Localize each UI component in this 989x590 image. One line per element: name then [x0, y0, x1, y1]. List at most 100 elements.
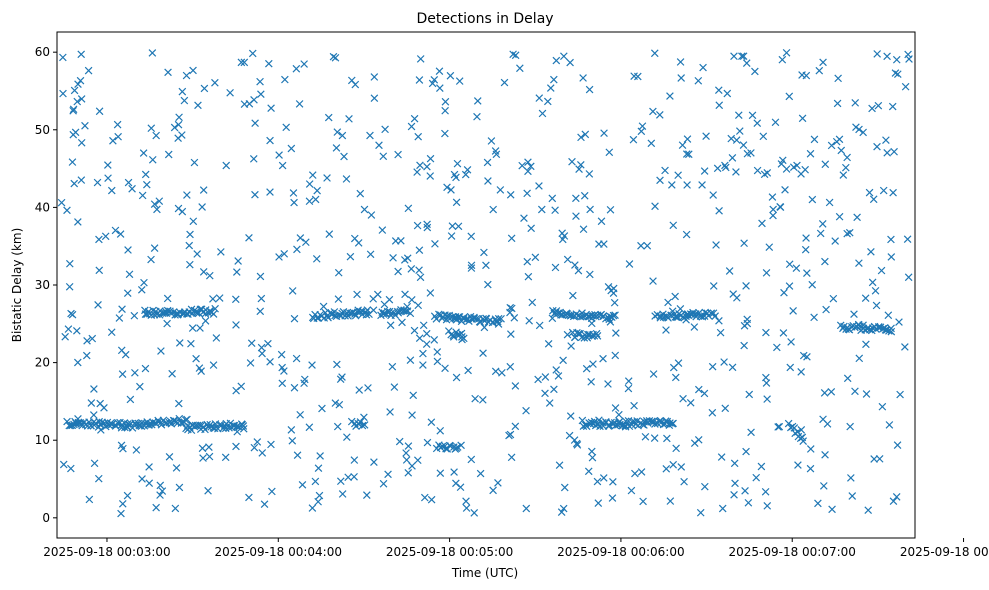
detection-point	[198, 203, 206, 211]
detection-point	[492, 150, 501, 159]
detection-point	[484, 280, 492, 289]
detection-point	[59, 460, 68, 469]
detection-point	[664, 298, 672, 307]
detection-point	[507, 453, 516, 462]
detection-point	[753, 166, 762, 175]
detection-point	[721, 161, 729, 170]
detection-point	[852, 123, 860, 132]
detection-point	[292, 354, 301, 363]
detection-point	[579, 225, 588, 234]
detection-point	[347, 76, 356, 85]
detection-point	[821, 450, 829, 459]
detection-point	[600, 129, 608, 137]
detection-point	[566, 58, 574, 67]
detection-point	[72, 327, 81, 335]
detection-point	[888, 102, 897, 111]
detection-point	[883, 148, 892, 157]
detection-point	[404, 468, 413, 477]
detection-point	[414, 301, 423, 310]
detection-point	[333, 360, 341, 369]
detection-point	[157, 347, 165, 355]
detection-point	[483, 158, 492, 167]
detection-point	[464, 366, 472, 375]
detection-point	[94, 301, 102, 309]
detection-point	[164, 68, 172, 77]
detection-point	[671, 292, 679, 301]
detection-point	[895, 318, 903, 326]
detection-point	[730, 490, 738, 499]
detection-point	[882, 136, 890, 144]
detection-point	[505, 431, 513, 440]
detection-point	[563, 330, 572, 339]
detection-point	[666, 497, 675, 505]
detection-point	[825, 198, 834, 207]
detection-point	[527, 224, 535, 233]
detection-point	[441, 129, 449, 138]
detection-point	[893, 70, 902, 78]
detection-point	[350, 472, 358, 481]
detection-point	[305, 180, 314, 188]
detection-point	[157, 421, 166, 429]
detection-point	[835, 212, 844, 221]
detection-point	[293, 245, 301, 254]
detection-point	[175, 339, 184, 347]
detection-point	[150, 244, 159, 252]
x-axis: 2025-09-18 00:03:00 2025-09-18 00:04:00 20…	[43, 538, 989, 559]
detection-point	[431, 240, 439, 248]
detection-point	[727, 134, 736, 143]
detection-point	[407, 296, 416, 304]
detection-point	[837, 146, 846, 155]
detection-point	[197, 367, 205, 375]
detection-point	[249, 155, 258, 163]
detection-point	[523, 257, 532, 266]
detection-point	[275, 253, 283, 261]
detection-point	[621, 422, 630, 431]
detection-point	[114, 132, 122, 141]
detection-point	[394, 267, 402, 276]
detection-point	[890, 147, 898, 156]
detection-point	[416, 161, 424, 170]
x-tick-label: 2025-09-18 00:06:00	[557, 545, 684, 559]
detection-point	[334, 268, 343, 277]
detection-point	[447, 186, 455, 194]
detection-point	[741, 486, 749, 495]
detection-point	[163, 319, 171, 328]
detection-point	[599, 354, 607, 363]
detection-point	[126, 395, 135, 404]
detection-point	[873, 50, 882, 58]
detection-point	[604, 380, 612, 388]
detection-point	[543, 97, 552, 106]
detection-point	[631, 469, 639, 478]
detection-point	[541, 373, 550, 381]
detection-point	[604, 283, 613, 291]
detection-point	[90, 385, 98, 393]
detection-point	[132, 446, 141, 454]
detection-point	[145, 463, 153, 471]
detection-point	[251, 119, 259, 127]
detection-point	[511, 422, 520, 431]
detection-point	[174, 120, 183, 129]
detection-point	[186, 260, 194, 269]
detection-point	[308, 361, 316, 369]
detection-point	[245, 493, 253, 502]
detection-point	[882, 326, 891, 334]
detection-point	[853, 213, 861, 222]
detection-point	[221, 453, 230, 462]
detection-point	[334, 295, 343, 303]
detection-point	[74, 218, 82, 226]
detection-point	[558, 235, 567, 244]
detection-point	[742, 282, 750, 290]
detection-point	[535, 321, 544, 330]
detection-point	[877, 266, 886, 275]
y-tick-label: 10	[35, 433, 50, 447]
detection-point	[855, 259, 863, 267]
detection-point	[775, 422, 784, 431]
detection-point	[77, 138, 86, 147]
detection-point	[141, 364, 150, 373]
detection-point	[869, 195, 878, 204]
detection-point	[311, 477, 320, 486]
detection-point	[855, 354, 864, 363]
detection-point	[305, 197, 314, 206]
detection-point	[494, 320, 503, 328]
detection-point	[199, 186, 208, 194]
